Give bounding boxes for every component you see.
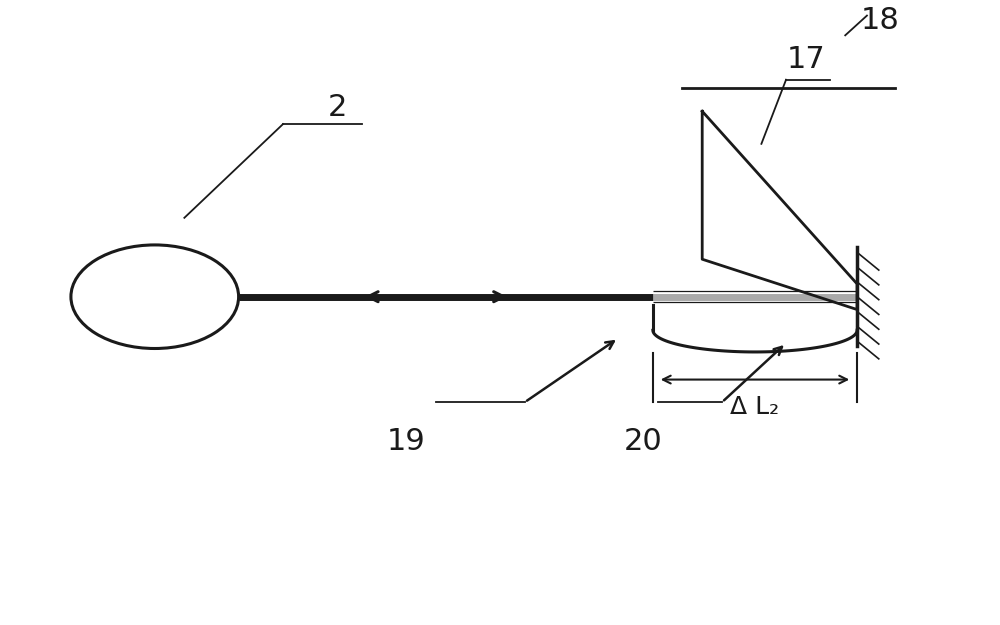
Text: 18: 18 [860,6,899,35]
Text: 2: 2 [328,93,347,122]
Text: 17: 17 [786,46,825,74]
Text: Δ L₂: Δ L₂ [730,395,780,419]
Text: 19: 19 [387,428,426,456]
Text: 20: 20 [624,428,662,456]
